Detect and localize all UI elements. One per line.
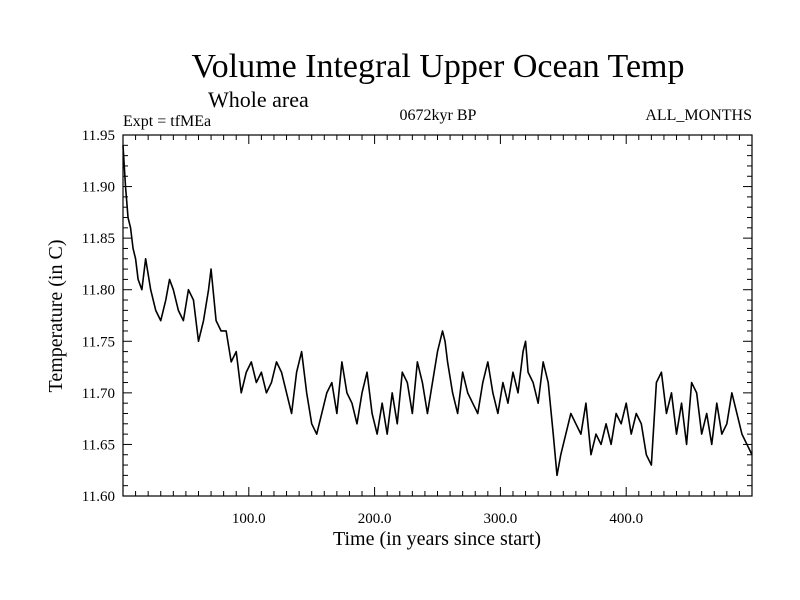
y-axis-label: Temperature (in C) (45, 240, 67, 393)
x-tick-label: 300.0 (484, 511, 518, 527)
y-axis-ticks: 11.60 11.65 11.70 11.75 11.80 11.85 11.90 11.95 (82, 128, 752, 505)
y-tick-label: 11.70 (82, 386, 115, 402)
temperature-series-line (122, 145, 753, 477)
x-axis-label: Time (in years since start) (333, 528, 541, 550)
y-tick-label: 11.85 (82, 231, 115, 247)
x-tick-label: 400.0 (609, 511, 643, 527)
x-tick-label: 100.0 (232, 511, 266, 527)
x-tick-label: 200.0 (358, 511, 392, 527)
plot-area-frame (122, 134, 753, 497)
period-label: 0672kyr BP (400, 107, 477, 124)
y-tick-label: 11.65 (82, 437, 115, 453)
y-tick-label: 11.60 (82, 489, 115, 505)
y-tick-label: 11.80 (82, 283, 115, 299)
y-tick-label: 11.90 (82, 180, 115, 196)
x-axis-ticks: 100.0 200.0 300.0 400.0 (135, 135, 740, 527)
y-tick-label: 11.75 (82, 334, 115, 350)
chart-title: Volume Integral Upper Ocean Temp (192, 48, 685, 85)
months-label: ALL_MONTHS (645, 107, 752, 124)
y-tick-label: 11.95 (82, 128, 115, 144)
experiment-label: Expt = tfMEa (123, 113, 211, 130)
chart-subtitle: Whole area (208, 87, 309, 112)
